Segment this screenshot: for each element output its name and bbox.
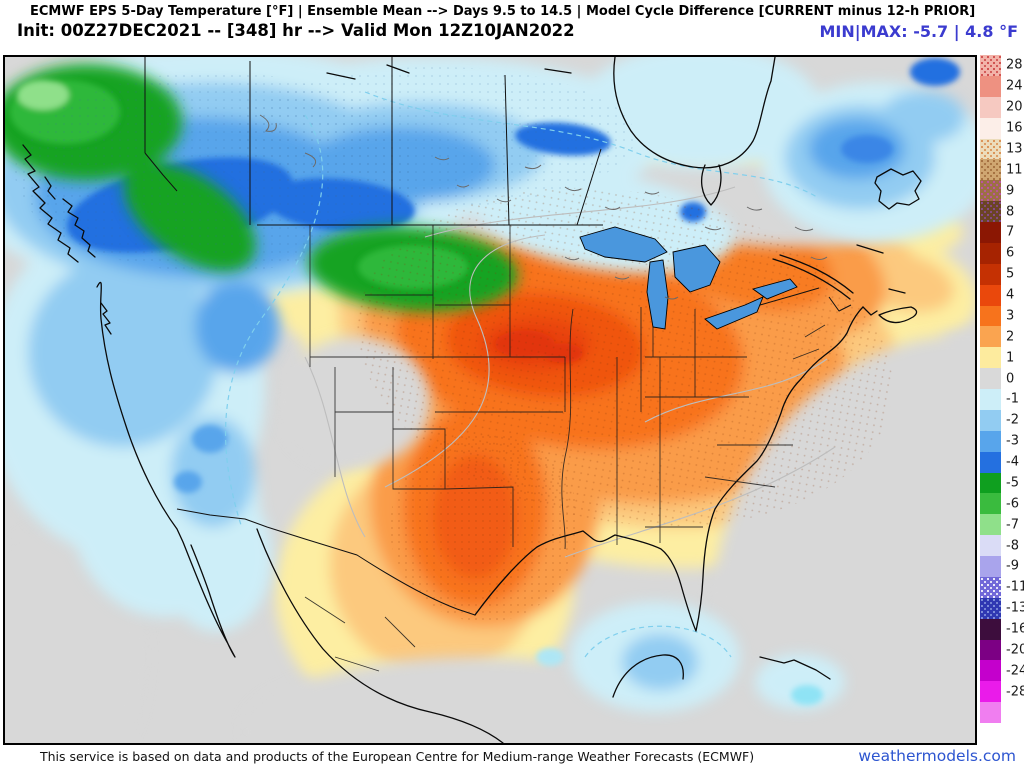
colorbar-segment: 3 [980, 305, 1014, 327]
colorbar-segment: -11 [980, 576, 1024, 598]
small-lakes [259, 114, 828, 300]
colorbar-segment: 16 [980, 117, 1023, 139]
colorbar-segment: 4 [980, 284, 1014, 306]
colorbar-label: -24 [1006, 663, 1024, 679]
colorbar-segment: -6 [980, 493, 1019, 515]
colorbar-label: -5 [1006, 475, 1019, 491]
colorbar-segment: 24 [980, 75, 1023, 97]
colorbar-segment: 11 [980, 159, 1023, 181]
colorbar-label: 1 [1006, 350, 1015, 366]
colorbar-segment: -20 [980, 639, 1024, 661]
colorbar-label: -20 [1006, 642, 1024, 658]
colorbar-label: 8 [1006, 204, 1015, 220]
attribution-text: This service is based on data and produc… [40, 749, 755, 764]
colorbar-segment: 7 [980, 222, 1014, 243]
borders [144, 57, 852, 616]
colorbar-segment: -24 [980, 660, 1024, 682]
colorbar-label: 13 [1006, 141, 1023, 157]
colorbar-label: 24 [1006, 78, 1023, 94]
colorbar-label: 28 [1006, 57, 1023, 73]
coastlines [22, 57, 922, 743]
colorbar-segment: -9 [980, 556, 1019, 577]
colorbar-label: 5 [1006, 266, 1015, 282]
colorbar-label: 3 [1006, 308, 1015, 324]
colorbar-segment: -2 [980, 409, 1019, 431]
colorbar-label: 20 [1006, 99, 1023, 115]
colorbar-segment: -13 [980, 597, 1024, 619]
temperature-anomaly-field [5, 57, 975, 743]
colorbar-label: -6 [1006, 496, 1019, 512]
colorbar-segment: 28 [980, 55, 1023, 76]
dashed-cold-contours [224, 91, 818, 658]
colorbar-label: -1 [1006, 391, 1019, 407]
colorbar-label: -8 [1006, 538, 1019, 554]
colorbar-label: 9 [1006, 183, 1015, 199]
colorbar-label: 16 [1006, 120, 1023, 136]
colorbar-label: 6 [1006, 245, 1015, 261]
colorbar-label: -2 [1006, 412, 1019, 428]
colorbar-segment: -3 [980, 430, 1019, 452]
colorbar-label: 11 [1006, 162, 1023, 178]
colorbar-label: -13 [1006, 600, 1024, 616]
colorbar-segment: 1 [980, 347, 1014, 369]
colorbar-label: -11 [1006, 579, 1024, 595]
colorbar-segment: 13 [980, 138, 1023, 160]
colorbar-segment: -5 [980, 472, 1019, 494]
colorbar-segment: 5 [980, 263, 1014, 285]
colorbar-segment: -8 [980, 535, 1019, 556]
site-link[interactable]: weathermodels.com [858, 747, 1016, 765]
colorbar-label: 2 [1006, 329, 1015, 345]
colorbar-label: -4 [1006, 454, 1019, 470]
colorbar-label: 7 [1006, 224, 1015, 240]
great-lakes [579, 226, 798, 330]
colorbar-label: -16 [1006, 621, 1024, 637]
footer: This service is based on data and produc… [0, 745, 1024, 768]
colorbar-label: -7 [1006, 517, 1019, 533]
minmax-readout: MIN|MAX: -5.7 | 4.8 °F [819, 22, 1018, 41]
colorbar-segment: 8 [980, 201, 1014, 222]
weather-map [3, 55, 977, 745]
colorbar-label: 0 [1006, 371, 1015, 387]
colorbar-label: -28 [1006, 684, 1024, 700]
colorbar-segment: -16 [980, 618, 1024, 640]
colorbar-segment: -7 [980, 514, 1019, 536]
colorbar-segment: -28 [980, 681, 1024, 703]
init-valid-line: Init: 00Z27DEC2021 -- [348] hr --> Valid… [17, 21, 575, 40]
colorbar-segment [980, 702, 1001, 723]
colorbar-segment: 6 [980, 242, 1014, 264]
colorbar-segment: -1 [980, 389, 1019, 410]
colorbar-segment: 2 [980, 326, 1014, 348]
product-title: ECMWF EPS 5-Day Temperature [°F] | Ensem… [30, 4, 976, 19]
state-lines [304, 225, 826, 672]
colorbar-label: 4 [1006, 287, 1015, 303]
colorbar: 28 24 20 16 13 11 9 8 7 6 5 4 3 2 1 0 -1 -2 -3 -4 -5 -6 -7 -8 -9… [980, 55, 1024, 723]
colorbar-segment: 9 [980, 180, 1014, 202]
colorbar-segment: -4 [980, 451, 1019, 473]
colorbar-segment: 0 [980, 368, 1014, 389]
colorbar-segment: 20 [980, 96, 1023, 118]
colorbar-label: -3 [1006, 433, 1019, 449]
colorbar-label: -9 [1006, 558, 1019, 574]
